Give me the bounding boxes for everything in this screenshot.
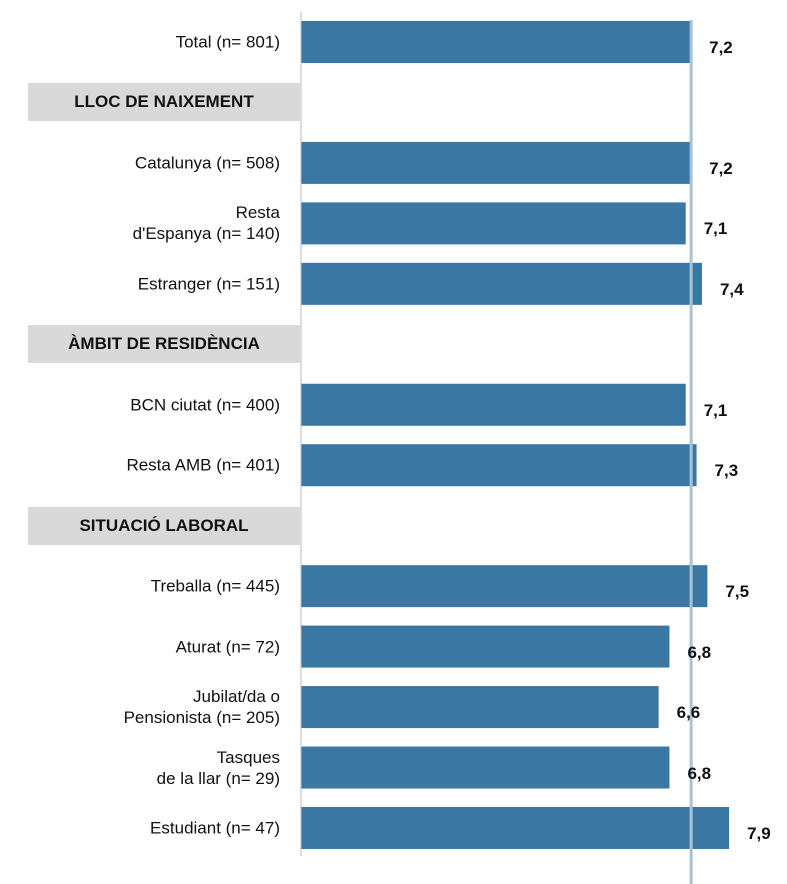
bar [301, 565, 708, 608]
category-label: Catalunya (n= 508) [134, 153, 280, 173]
category-label: Jubilat/da o Pensionista (n= 205) [123, 687, 280, 728]
value-label: 7,1 [703, 400, 728, 420]
value-label: 7,2 [709, 158, 733, 178]
value-label: 7,2 [709, 38, 733, 57]
bar [301, 202, 686, 245]
value-label: 7,1 [703, 219, 728, 239]
value-label: 7,3 [714, 461, 739, 481]
category-label: Resta d'Espanya (n= 140) [132, 203, 280, 244]
bar [301, 806, 730, 849]
value-label: 7,9 [747, 823, 771, 843]
bar [301, 141, 692, 184]
value-label: 6,8 [687, 763, 712, 783]
bar [301, 383, 686, 426]
section-header: SITUACIÓ LABORAL [28, 506, 300, 545]
value-label: 6,8 [687, 642, 712, 662]
category-label: Treballa (n= 445) [150, 576, 280, 596]
bar [301, 686, 659, 729]
bar [301, 746, 670, 789]
bar [301, 625, 670, 668]
bar [301, 262, 702, 305]
category-label: Aturat (n= 72) [175, 637, 280, 657]
value-label: 7,5 [725, 582, 750, 602]
section-header: ÀMBIT DE RESIDÈNCIA [28, 325, 300, 364]
category-label: Estudiant (n= 47) [150, 818, 280, 838]
value-label: 7,4 [719, 279, 744, 299]
category-label: Total (n= 801) [175, 32, 280, 52]
bar [301, 21, 692, 63]
category-label: Resta AMB (n= 401) [126, 455, 280, 475]
category-label: Tasques de la llar (n= 29) [156, 747, 280, 788]
category-label: Estranger (n= 151) [137, 274, 280, 294]
value-label: 6,6 [676, 703, 701, 723]
bar [301, 444, 697, 487]
section-header: LLOC DE NAIXEMENT [28, 83, 300, 122]
category-label: BCN ciutat (n= 400) [130, 395, 280, 415]
